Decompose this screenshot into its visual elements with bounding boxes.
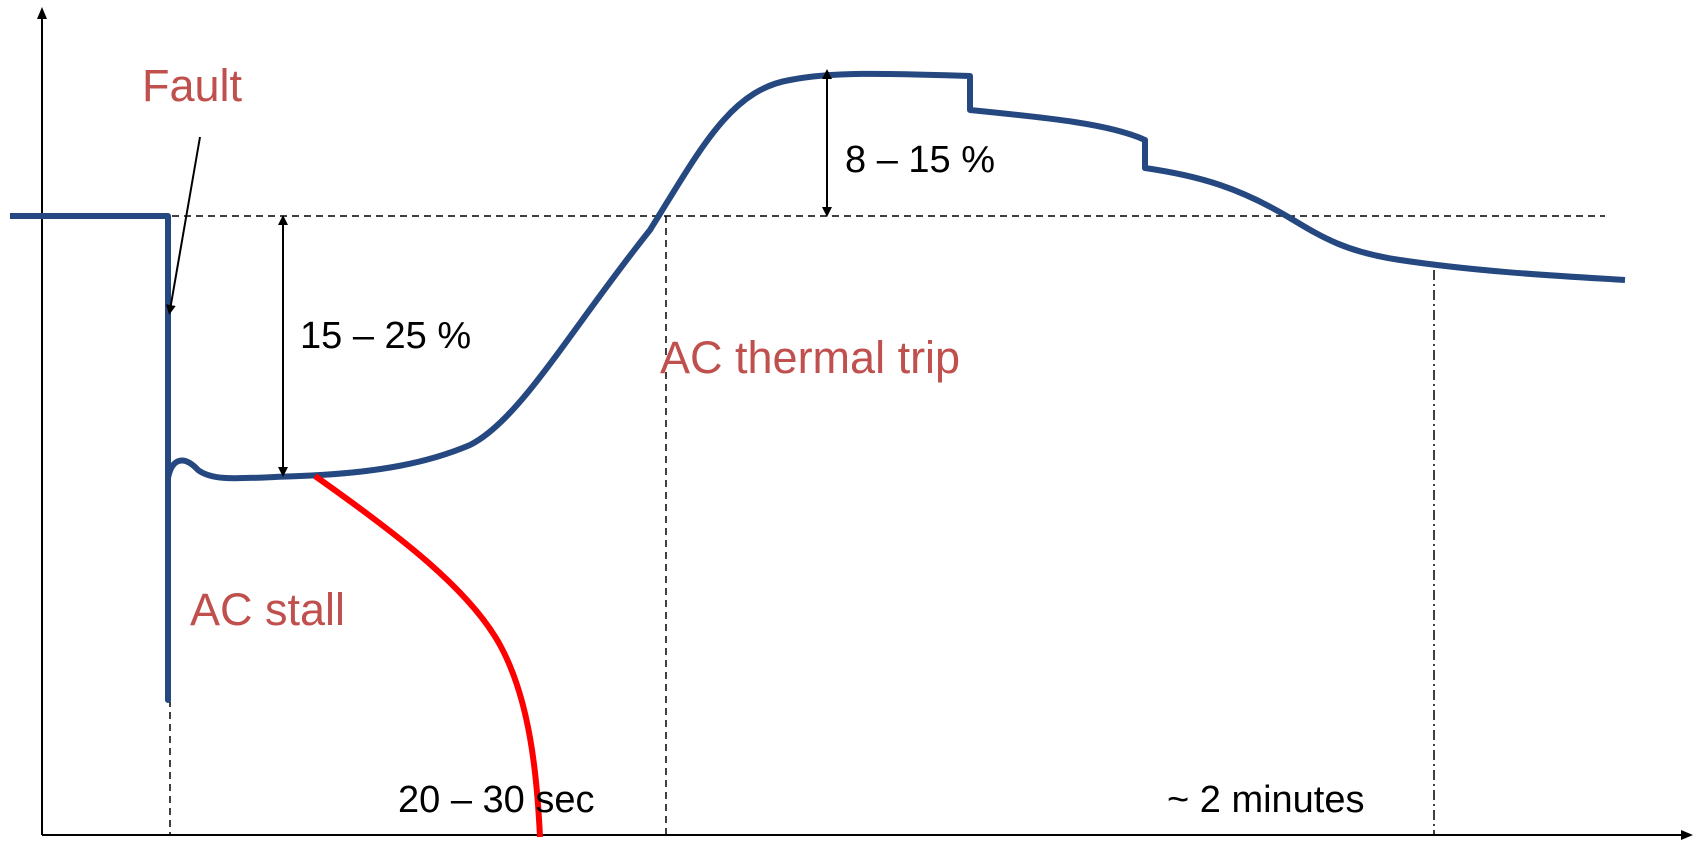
ac-thermal-trip-label: AC thermal trip: [660, 332, 961, 383]
dip-percentage-label: 15 – 25 %: [300, 315, 472, 357]
stall-duration-label: 20 – 30 sec: [398, 779, 595, 821]
voltage-recovery-curve: [10, 70, 1626, 703]
overshoot-percentage-label: 8 – 15 %: [845, 139, 995, 181]
voltage-collapse-curve: [313, 473, 543, 838]
fault-label: Fault: [142, 60, 243, 111]
fault-pointer-arrow: [165, 136, 201, 315]
recovery-duration-label: ~ 2 minutes: [1167, 779, 1365, 821]
ac-stall-label: AC stall: [190, 584, 346, 635]
